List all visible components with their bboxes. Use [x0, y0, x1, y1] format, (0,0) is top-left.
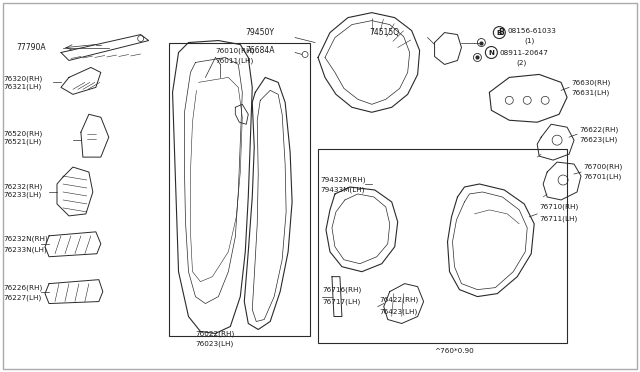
Text: 76422(RH): 76422(RH) — [380, 296, 419, 303]
Text: ^760*0.90: ^760*0.90 — [435, 349, 474, 355]
Text: 76011(LH): 76011(LH) — [216, 57, 253, 64]
Text: 76710(RH): 76710(RH) — [539, 204, 579, 210]
Circle shape — [493, 26, 506, 39]
Circle shape — [541, 96, 549, 104]
Circle shape — [302, 51, 308, 58]
Text: 76631(LH): 76631(LH) — [571, 89, 609, 96]
Text: 76630(RH): 76630(RH) — [571, 79, 611, 86]
Circle shape — [477, 39, 485, 46]
Text: 76320(RH): 76320(RH) — [3, 75, 42, 81]
Text: 76700(RH): 76700(RH) — [583, 164, 622, 170]
Text: 79432M(RH): 79432M(RH) — [320, 177, 365, 183]
Text: 76023(LH): 76023(LH) — [195, 340, 234, 347]
Text: 08911-20647: 08911-20647 — [499, 49, 548, 55]
Text: 76233(LH): 76233(LH) — [3, 192, 42, 198]
Circle shape — [552, 135, 562, 145]
Text: 76010(RH): 76010(RH) — [216, 47, 255, 54]
Circle shape — [506, 96, 513, 104]
Text: 76623(LH): 76623(LH) — [579, 137, 617, 144]
Text: 76022(RH): 76022(RH) — [195, 330, 235, 337]
Text: 76521(LH): 76521(LH) — [3, 139, 42, 145]
Text: (1): (1) — [524, 37, 534, 44]
Circle shape — [138, 36, 143, 42]
Circle shape — [474, 54, 481, 61]
Text: N: N — [488, 49, 494, 55]
Text: 76232N(RH): 76232N(RH) — [3, 235, 48, 242]
Text: 76233N(LH): 76233N(LH) — [3, 247, 47, 253]
Text: 76701(LH): 76701(LH) — [583, 174, 621, 180]
Text: 76227(LH): 76227(LH) — [3, 294, 42, 301]
Text: 76423(LH): 76423(LH) — [380, 308, 418, 315]
Text: 76226(RH): 76226(RH) — [3, 284, 42, 291]
Text: 79433M(LH): 79433M(LH) — [320, 187, 365, 193]
Text: B: B — [497, 30, 502, 36]
Text: B: B — [499, 28, 504, 37]
Text: 77790A: 77790A — [16, 43, 46, 52]
Circle shape — [485, 46, 497, 58]
Text: 76232(RH): 76232(RH) — [3, 184, 42, 190]
Text: 76520(RH): 76520(RH) — [3, 131, 42, 137]
Text: 74515Q: 74515Q — [370, 28, 400, 37]
Text: 79450Y: 79450Y — [245, 28, 275, 37]
Text: 76321(LH): 76321(LH) — [3, 83, 42, 90]
Bar — [318, 149, 567, 343]
Text: 76711(LH): 76711(LH) — [539, 216, 577, 222]
Circle shape — [558, 175, 568, 185]
Circle shape — [524, 96, 531, 104]
Text: (2): (2) — [516, 59, 527, 66]
Text: 76716(RH): 76716(RH) — [322, 286, 361, 293]
Bar — [168, 42, 310, 336]
Text: 76684A: 76684A — [245, 46, 275, 55]
Text: 76622(RH): 76622(RH) — [579, 127, 618, 134]
Text: 08156-61033: 08156-61033 — [508, 28, 556, 33]
Text: 76717(LH): 76717(LH) — [322, 298, 360, 305]
